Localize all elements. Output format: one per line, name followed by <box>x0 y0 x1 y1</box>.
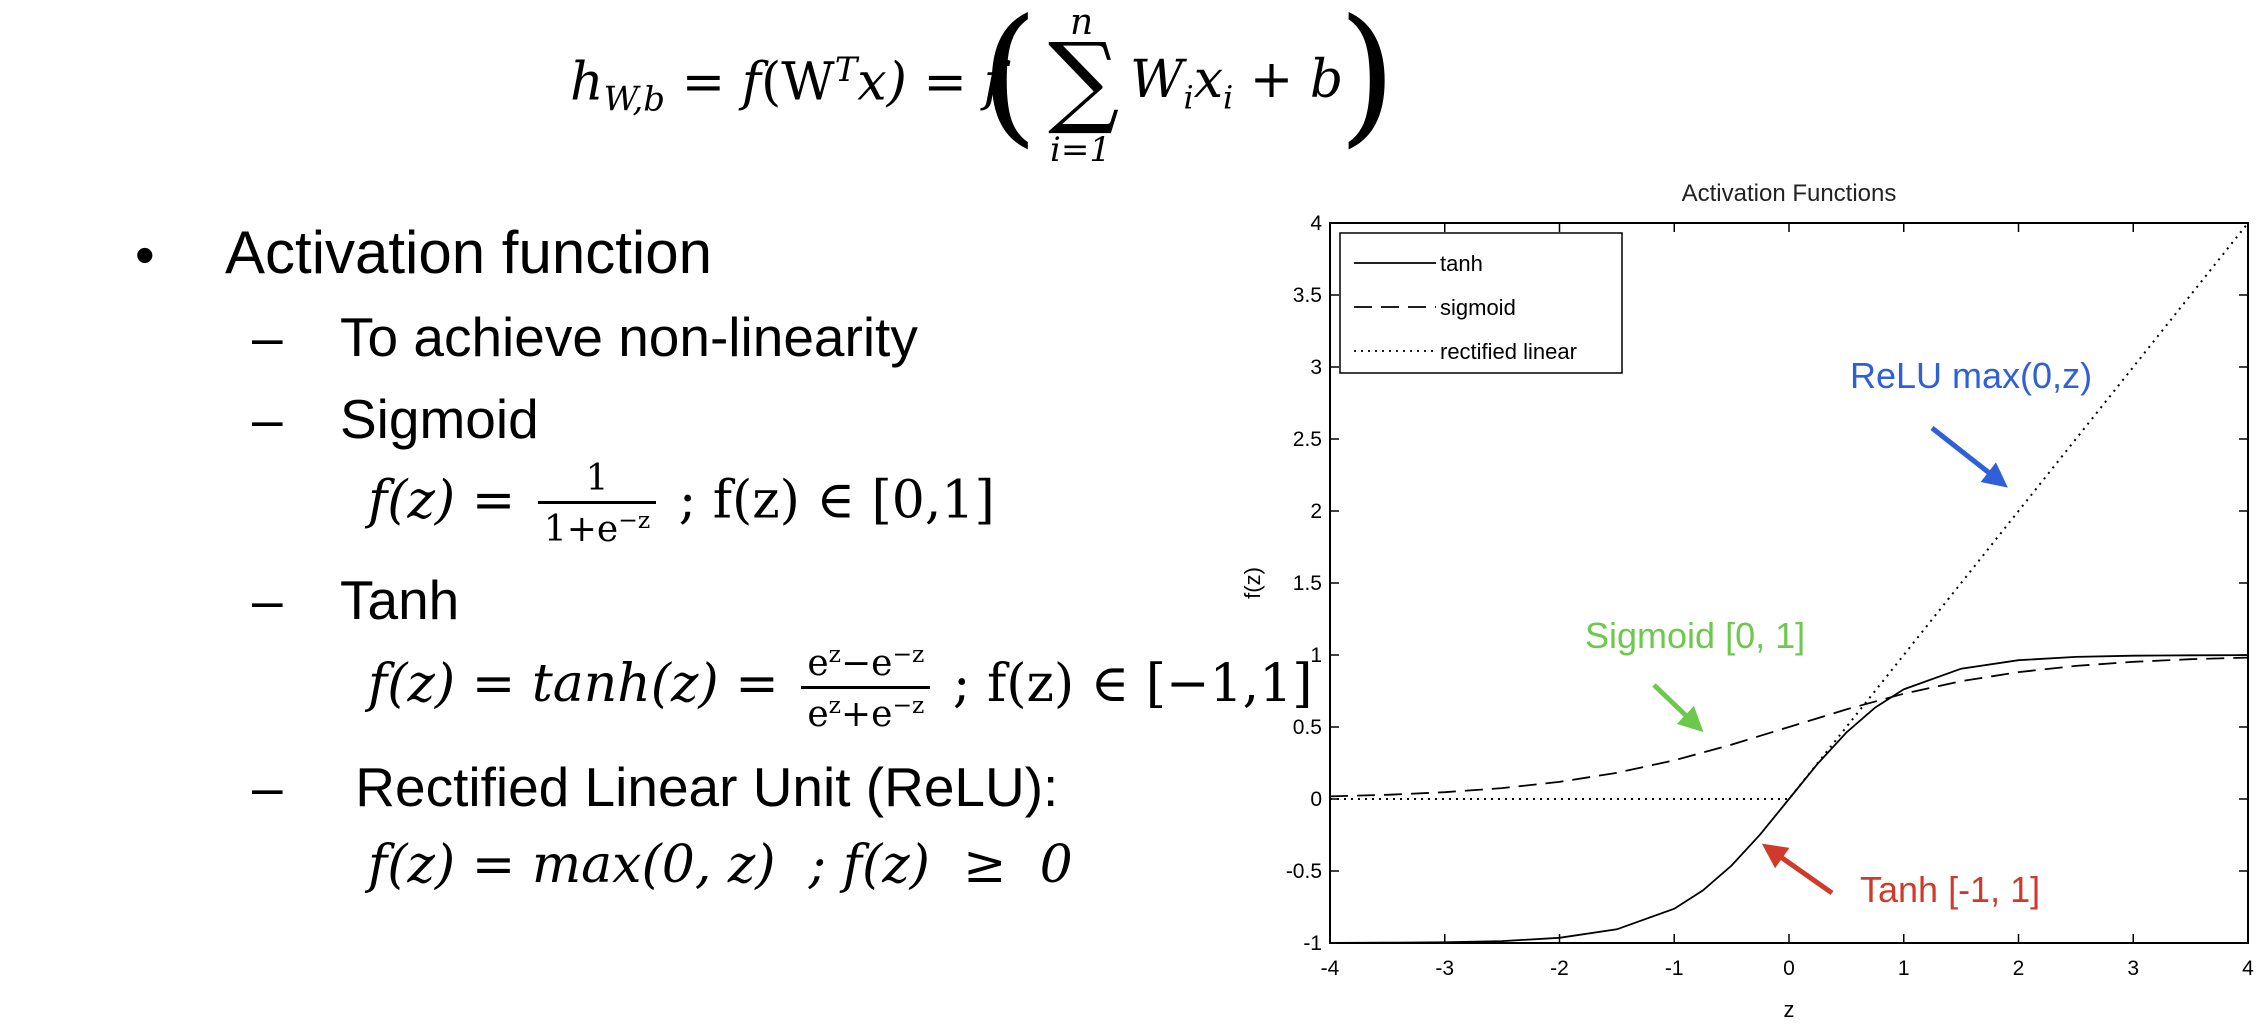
x-tick-label: -2 <box>1550 957 1569 980</box>
x-tick-label: -1 <box>1665 957 1684 980</box>
y-tick-label: 1 <box>1310 644 1322 667</box>
tanh-equation: f(z) = tanh(z) = ez−e−z ez+e−z ; f(z) ∈ … <box>368 640 1313 735</box>
sigmoid-equation: f(z) = 1 1+e−z ; f(z) ∈ [0,1] <box>368 458 995 550</box>
arrow-tanh <box>1761 843 1834 896</box>
y-tick-label: 2 <box>1310 500 1322 523</box>
formula-arg1-end: x) <box>857 52 907 113</box>
series-line-tanh <box>1329 654 2249 944</box>
formula-term-w: W <box>1130 50 1184 110</box>
x-tick-label: 3 <box>2127 957 2139 980</box>
y-tick-label: 4 <box>1310 212 1322 235</box>
formula-right-paren: ) <box>1338 0 1397 162</box>
item-nonlinearity: To achieve non-linearity <box>340 306 918 368</box>
item-sigmoid: Sigmoid <box>340 388 539 450</box>
formula-eq1: = <box>681 52 726 113</box>
x-tick-label: -4 <box>1321 957 1340 980</box>
formula-plus-b: + b <box>1249 50 1344 110</box>
x-tick-label: -3 <box>1435 957 1454 980</box>
formula-f2: f <box>983 52 1003 113</box>
formula-sum-top: n <box>1070 2 1094 43</box>
y-tick-label: 3.5 <box>1293 284 1322 307</box>
formula-sigma: ∑ <box>1048 21 1120 138</box>
sigmoid-den-sup: −z <box>618 506 651 534</box>
y-tick-label: 3 <box>1310 356 1322 379</box>
sigmoid-fraction: 1 1+e−z <box>537 458 657 550</box>
dash-4: – <box>252 756 283 818</box>
dash-2: – <box>252 388 283 450</box>
formula-left-paren: ( <box>980 0 1039 162</box>
series-line-sigmoid <box>1329 656 2249 798</box>
tanh-den-a: e <box>807 694 829 735</box>
item-relu: Rectified Linear Unit (ReLU): <box>340 756 1059 818</box>
formula-f1: f <box>741 52 761 113</box>
legend-label: rectified linear <box>1440 339 1577 364</box>
tanh-num-mid: −e <box>840 643 893 684</box>
formula-eq2: = <box>923 52 967 113</box>
dash-1: – <box>252 306 283 368</box>
bullet-dot: • <box>135 223 155 286</box>
annotation-sigmoid: Sigmoid [0, 1] <box>1585 615 1805 656</box>
x-tick-label: 0 <box>1783 957 1795 980</box>
tanh-eq-lhs: f(z) = tanh(z) = <box>368 654 779 714</box>
formula-h-sub: W,b <box>603 79 666 120</box>
x-tick-label: 2 <box>2013 957 2025 980</box>
top-formula: hW,b = f(WTx) = f ( n ∑ i=1 Wixi + b ) <box>570 0 1397 175</box>
legend-label: sigmoid <box>1440 295 1516 320</box>
dash-3: – <box>252 569 283 631</box>
annotation-tanh: Tanh [-1, 1] <box>1860 869 2040 910</box>
sigmoid-den: 1+e <box>543 509 619 550</box>
tanh-den-b-sup: −z <box>892 691 925 719</box>
y-tick-label: 0 <box>1310 788 1322 811</box>
y-axis-label: f(z) <box>1240 567 1265 599</box>
y-tick-label: 0.5 <box>1293 716 1322 739</box>
bullet-main: Activation function <box>225 219 712 286</box>
formula-sum-bottom: i=1 <box>1050 130 1111 170</box>
formula-arg1-sup: T <box>834 50 858 89</box>
tanh-eq-rhs: ; f(z) ∈ [−1,1] <box>952 654 1313 714</box>
y-tick-label: 2.5 <box>1293 428 1322 451</box>
formula-term-x-sub: i <box>1223 78 1234 117</box>
item-tanh: Tanh <box>340 569 460 631</box>
tanh-fraction: ez−e−z ez+e−z <box>801 640 931 735</box>
tanh-num-b-sup: −z <box>892 640 925 668</box>
formula-term-x: x <box>1193 50 1224 110</box>
y-tick-label: 1.5 <box>1293 572 1322 595</box>
sigmoid-eq-rhs: ; f(z) ∈ [0,1] <box>678 470 995 531</box>
legend-box <box>1339 232 1623 374</box>
arrow-sigmoid <box>1652 683 1704 733</box>
relu-equation: f(z) = max(0, z) ; f(z) ≥ 0 <box>368 835 1073 895</box>
tanh-num-a: e <box>807 643 829 684</box>
chart-title: Activation Functions <box>1682 180 1897 207</box>
y-tick-label: -0.5 <box>1286 860 1322 883</box>
tanh-den-mid: +e <box>840 694 893 735</box>
arrow-relu <box>1930 426 2008 488</box>
formula-term-w-sub: i <box>1183 78 1194 117</box>
tanh-den-a-sup: z <box>828 691 841 719</box>
tanh-num-a-sup: z <box>828 640 841 668</box>
formula-arg1: (W <box>760 52 835 113</box>
y-tick-label: -1 <box>1303 932 1322 955</box>
annotation-relu: ReLU max(0,z) <box>1850 355 2092 396</box>
activation-chart: Activation Functions -1 -0.5 0 0.5 1 1.5 2 2.5 3 3… <box>1240 180 2254 1022</box>
formula-h: h <box>570 52 604 113</box>
x-tick-label: 1 <box>1898 957 1910 980</box>
legend-label: tanh <box>1440 251 1483 276</box>
x-tick-label: 4 <box>2242 957 2254 980</box>
x-axis-label: z <box>1784 997 1795 1022</box>
sigmoid-eq-lhs: f(z) = <box>368 470 516 531</box>
sigmoid-num: 1 <box>585 458 609 499</box>
